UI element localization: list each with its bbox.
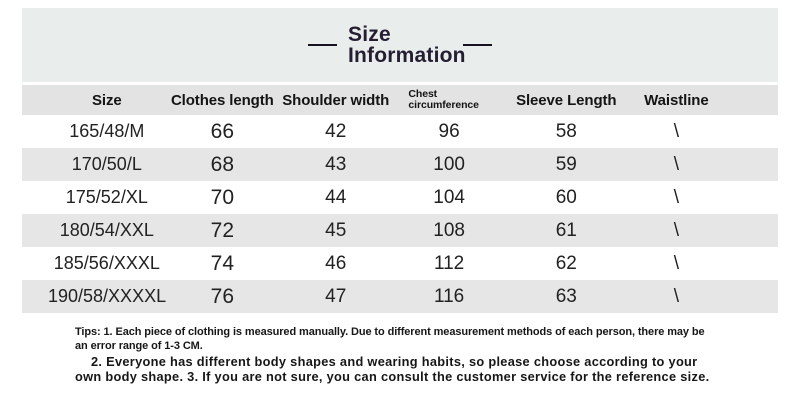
cell-shoulder-width: 47 <box>325 285 347 307</box>
size-table-header-row: Size Clothes length Shoulder width Chest ci… <box>22 85 778 115</box>
cell-size: 165/48/M <box>69 121 145 141</box>
title-dash-left-icon <box>308 44 337 46</box>
cell-size: 190/58/XXXXL <box>48 286 167 306</box>
tips-section: Tips: 1. Each piece of clothing is measu… <box>75 326 720 384</box>
cell-chest-circumference: 100 <box>433 153 465 175</box>
cell-waistline: \ <box>673 120 680 142</box>
cell-shoulder-width: 45 <box>325 219 347 241</box>
cell-shoulder-width: 42 <box>325 120 347 142</box>
cell-chest-circumference: 104 <box>433 186 465 208</box>
cell-size: 185/56/XXXL <box>53 253 160 273</box>
cell-clothes-length: 74 <box>210 251 234 275</box>
title-dash-right-icon <box>463 44 492 46</box>
page-title-line2: Information <box>348 44 466 67</box>
page-title-line1: Size <box>348 23 391 46</box>
cell-waistline: \ <box>673 186 680 208</box>
cell-size: 175/52/XL <box>65 187 148 207</box>
cell-sleeve-length: 61 <box>555 219 577 241</box>
cell-chest-circumference: 108 <box>433 219 465 241</box>
cell-shoulder-width: 44 <box>325 186 347 208</box>
cell-size: 180/54/XXL <box>59 220 154 240</box>
size-table: Size Clothes length Shoulder width Chest ci… <box>22 85 778 313</box>
column-header-sleeve-length: Sleeve Length <box>516 91 617 109</box>
cell-clothes-length: 68 <box>210 152 234 176</box>
cell-waistline: \ <box>673 285 680 307</box>
cell-sleeve-length: 59 <box>555 153 577 175</box>
cell-sleeve-length: 60 <box>555 186 577 208</box>
size-row-190-58-xxxxl: 190/58/XXXXL 76 47 116 63 \ <box>22 280 778 313</box>
column-header-clothes-length: Clothes length <box>170 91 274 109</box>
tips-paragraph-1: Tips: 1. Each piece of clothing is measu… <box>75 326 705 352</box>
cell-size: 170/50/L <box>71 154 142 174</box>
size-row-165-48-m: 165/48/M 66 42 96 58 \ <box>22 115 778 148</box>
cell-clothes-length: 70 <box>210 185 234 209</box>
column-header-shoulder-width: Shoulder width <box>282 91 390 109</box>
size-row-175-52-xl: 175/52/XL 70 44 104 60 \ <box>22 181 778 214</box>
tips-paragraph-2: 2. Everyone has different body shapes an… <box>75 354 710 384</box>
cell-sleeve-length: 63 <box>555 285 577 307</box>
size-row-180-54-xxl: 180/54/XXL 72 45 108 61 \ <box>22 214 778 247</box>
cell-waistline: \ <box>673 219 680 241</box>
cell-chest-circumference: 116 <box>433 285 465 307</box>
cell-clothes-length: 76 <box>210 284 234 308</box>
cell-chest-circumference: 112 <box>433 252 465 274</box>
size-row-170-50-l: 170/50/L 68 43 100 59 \ <box>22 148 778 181</box>
column-header-chest-circumference: Chest circumference <box>408 87 479 111</box>
cell-shoulder-width: 43 <box>325 153 347 175</box>
title-banner: Size Information <box>22 8 778 82</box>
cell-chest-circumference: 96 <box>438 120 460 142</box>
cell-shoulder-width: 46 <box>325 252 347 274</box>
cell-clothes-length: 72 <box>210 218 234 242</box>
cell-waistline: \ <box>673 252 680 274</box>
cell-clothes-length: 66 <box>210 119 234 143</box>
cell-sleeve-length: 58 <box>555 120 577 142</box>
column-header-size: Size <box>92 91 122 109</box>
size-row-185-56-xxxl: 185/56/XXXL 74 46 112 62 \ <box>22 247 778 280</box>
column-header-waistline: Waistline <box>644 91 709 109</box>
page-title: Size Information <box>348 23 466 67</box>
cell-sleeve-length: 62 <box>555 252 577 274</box>
cell-waistline: \ <box>673 153 680 175</box>
